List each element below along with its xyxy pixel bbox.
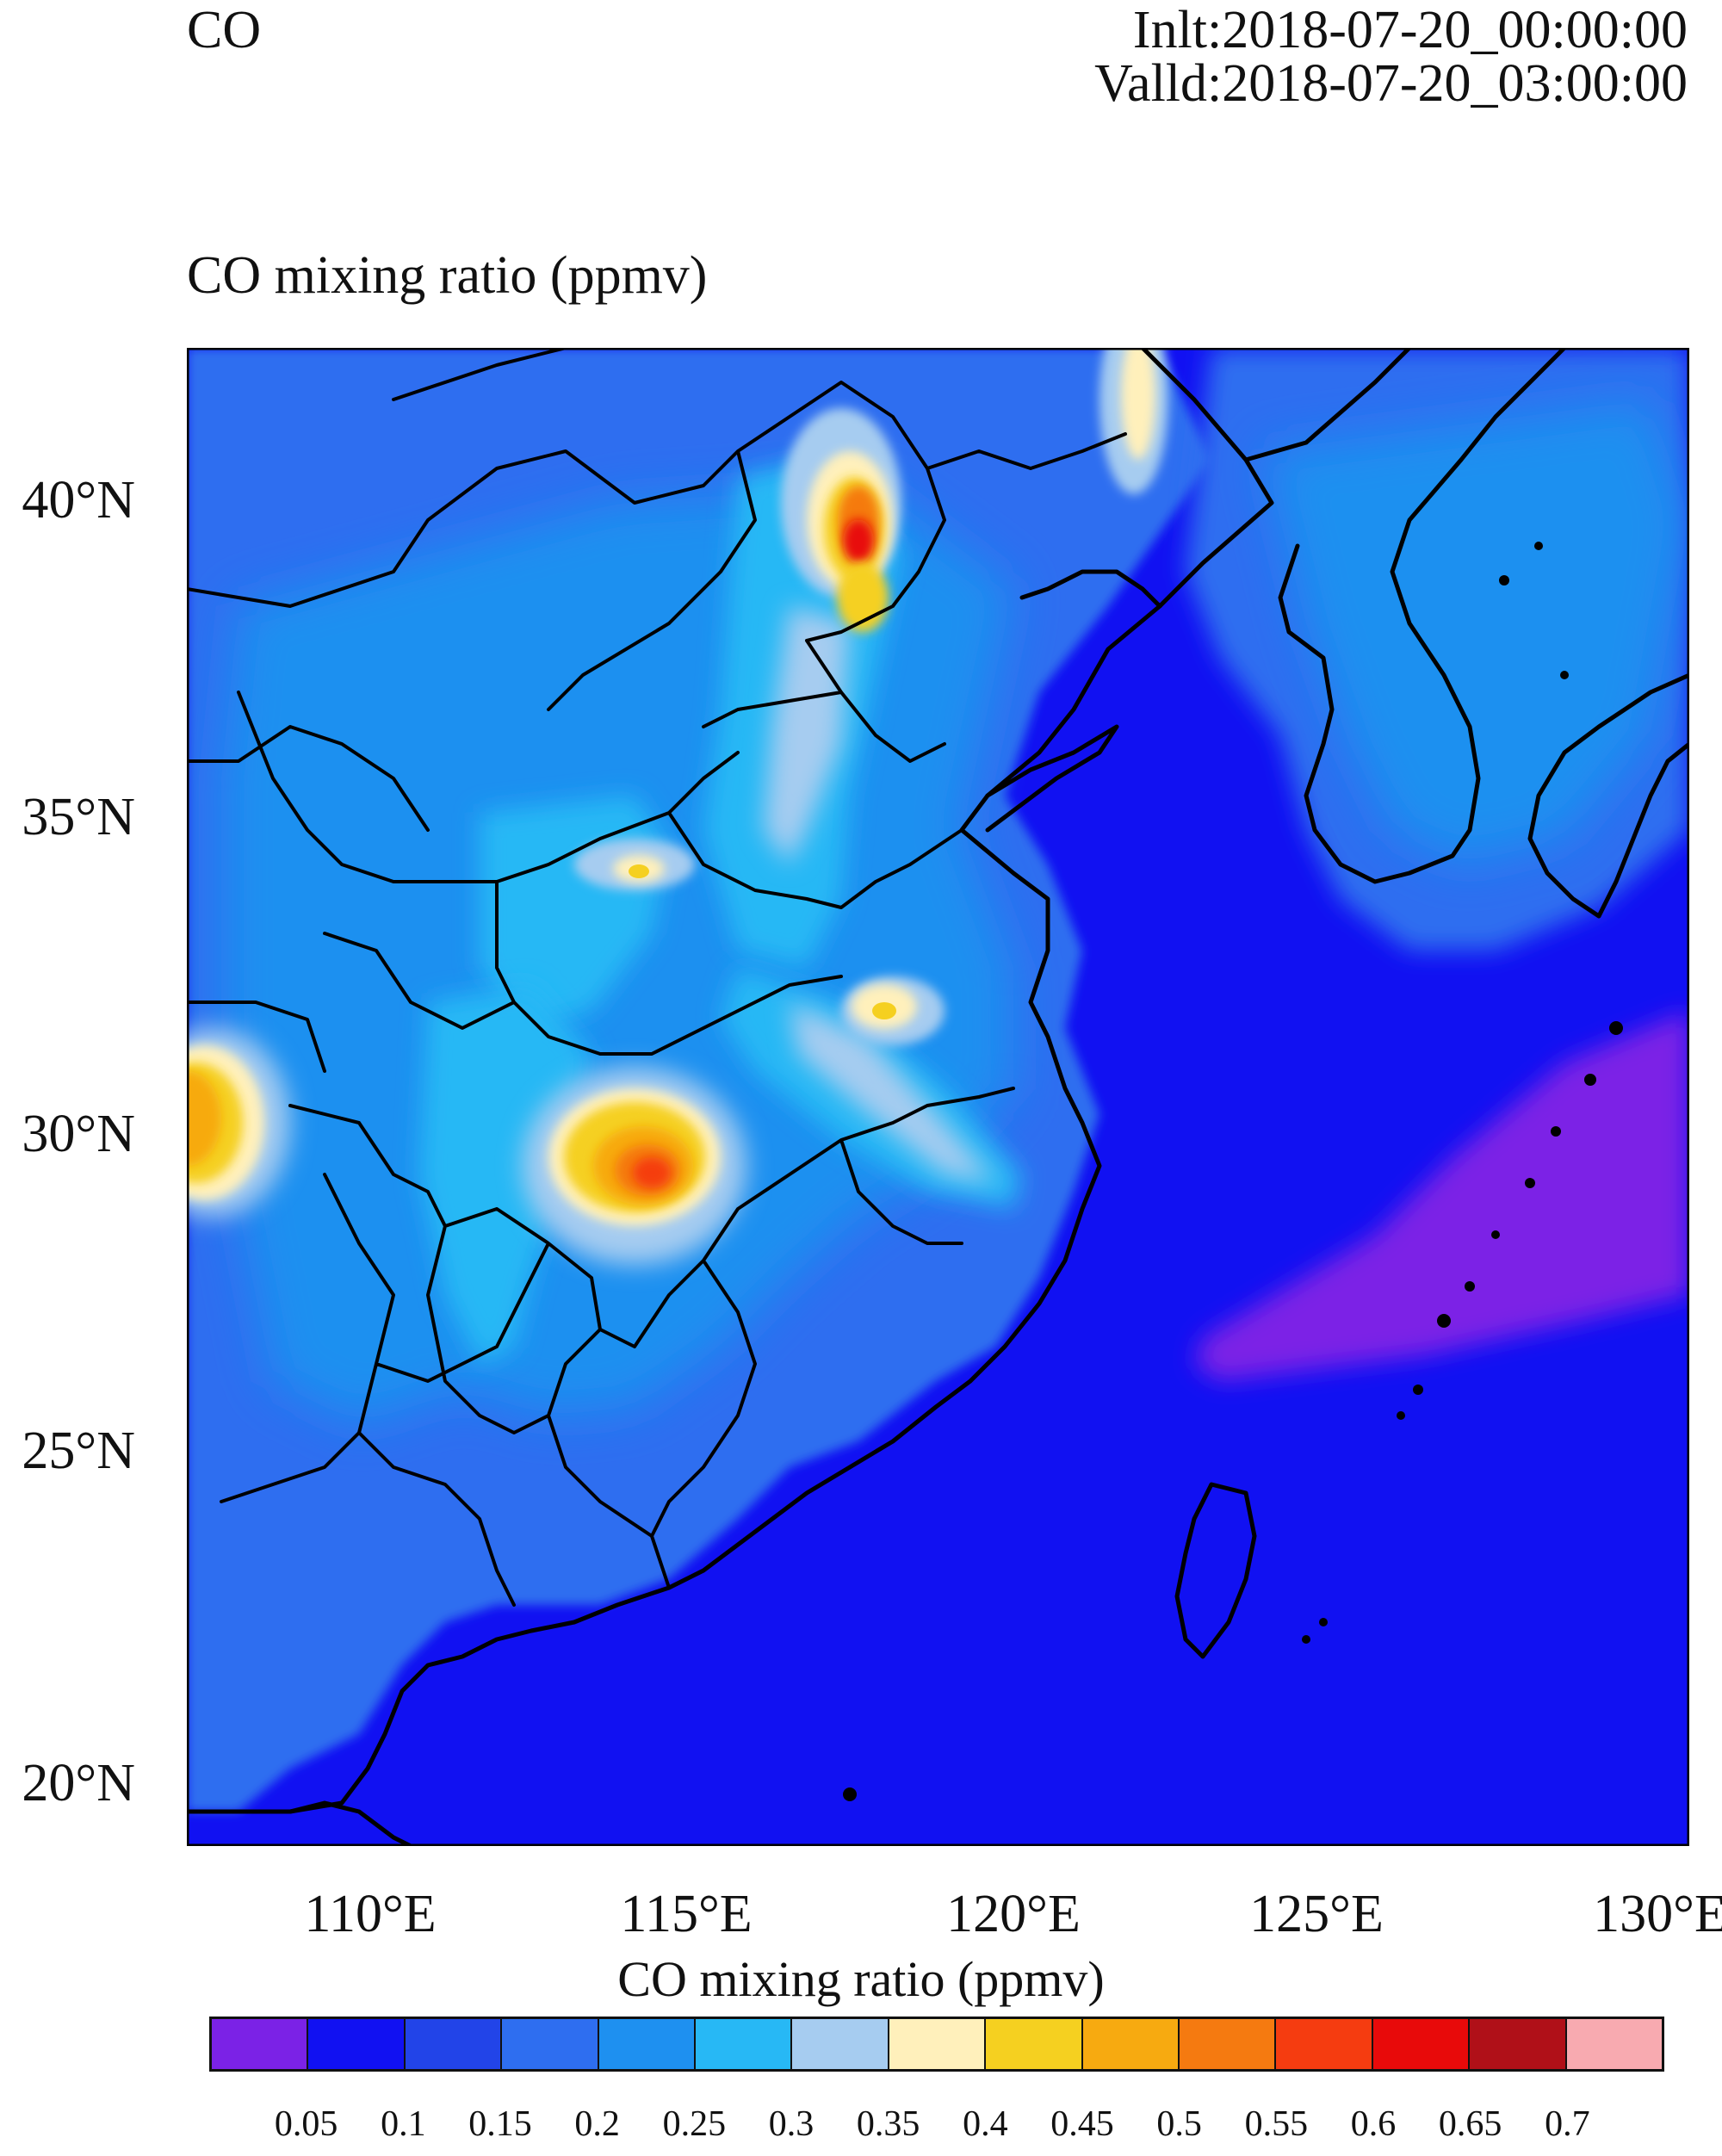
lon-label-110: 110°E xyxy=(304,1885,437,1943)
colorbar-label: 0.65 xyxy=(1438,2104,1502,2144)
colorbar-box xyxy=(792,2019,889,2069)
colorbar-box xyxy=(1180,2019,1277,2069)
low-co-band xyxy=(1194,1011,1689,1381)
colorbar-box xyxy=(405,2019,503,2069)
colorbar-label: 0.4 xyxy=(963,2104,1008,2144)
colorbar-label: 0.35 xyxy=(856,2104,920,2144)
lat-label-40: 40°N xyxy=(22,471,135,530)
hotspot-liaoning xyxy=(1099,348,1168,494)
colorbar-label: 0.05 xyxy=(274,2104,338,2144)
shandong-peninsula xyxy=(985,724,1119,833)
plume-yangtze-light xyxy=(790,1002,996,1183)
taiwan-outline xyxy=(1174,1482,1257,1659)
lon-label-115: 115°E xyxy=(620,1885,753,1943)
variable-name: CO xyxy=(187,1,262,59)
colorbar-box xyxy=(1470,2019,1567,2069)
colorbar-label: 0.2 xyxy=(574,2104,620,2144)
hainan-outline xyxy=(288,1800,413,1846)
init-time: Inlt:2018-07-20_00:00:00 xyxy=(1132,1,1688,59)
colorbar-box xyxy=(502,2019,599,2069)
hotspot-beijing xyxy=(781,408,901,632)
colorbar-box xyxy=(696,2019,793,2069)
hotspot-zhengzhou xyxy=(574,839,695,890)
lat-label-30: 30°N xyxy=(22,1105,135,1163)
colorbar-title: CO mixing ratio (ppmv) xyxy=(617,1951,1105,2007)
colorbar-label: 0.3 xyxy=(768,2104,815,2144)
japan-kyushu xyxy=(1527,672,1689,919)
colorbar-box xyxy=(986,2019,1083,2069)
colorbar-box xyxy=(1276,2019,1373,2069)
islands xyxy=(843,542,1623,1801)
colorbar-box xyxy=(1566,2019,1663,2069)
land-field-korea-mid xyxy=(1263,400,1689,864)
lat-label-20: 20°N xyxy=(22,1754,135,1812)
colorbar-box xyxy=(308,2019,406,2069)
boundaries xyxy=(187,348,1689,1846)
lat-label-35: 35°N xyxy=(22,788,135,846)
colorbar-box xyxy=(1082,2019,1180,2069)
map-border xyxy=(187,348,1689,1846)
colorbar-label: 0.7 xyxy=(1545,2104,1590,2144)
lon-label-120: 120°E xyxy=(946,1885,1081,1943)
plume-hubei xyxy=(419,985,592,1364)
korea-outline xyxy=(1243,348,1567,884)
valid-time: Valld:2018-07-20_03:00:00 xyxy=(1094,54,1688,113)
hotspot-nanjing xyxy=(841,976,945,1045)
colorbar-box xyxy=(212,2019,309,2069)
province-borders xyxy=(187,348,1127,1607)
lon-label-125: 125°E xyxy=(1249,1885,1384,1943)
lon-label-130: 130°E xyxy=(1593,1885,1722,1943)
colorbar-label: 0.45 xyxy=(1050,2104,1114,2144)
colorbar-label: 0.55 xyxy=(1244,2104,1309,2144)
colorbar-label: 0.6 xyxy=(1350,2104,1397,2144)
colorbar-box xyxy=(889,2019,987,2069)
lat-label-25: 25°N xyxy=(22,1422,135,1480)
coastline-mainland xyxy=(187,348,1274,1814)
map-title: CO mixing ratio (ppmv) xyxy=(187,246,708,305)
hotspot-chongqing xyxy=(187,1028,290,1217)
colorbar-box xyxy=(598,2019,697,2069)
colorbar-label: 0.15 xyxy=(468,2104,532,2144)
co-concentration-map xyxy=(187,348,1689,1846)
colorbar-box xyxy=(1372,2019,1471,2069)
colorbar-label: 0.25 xyxy=(662,2104,727,2144)
colorbar-label: 0.5 xyxy=(1156,2104,1202,2144)
colorbar-label: 0.1 xyxy=(381,2104,426,2144)
hotspot-wuhan xyxy=(523,1067,746,1265)
liaodong-peninsula xyxy=(1019,569,1162,609)
colorbar xyxy=(209,2017,1664,2072)
